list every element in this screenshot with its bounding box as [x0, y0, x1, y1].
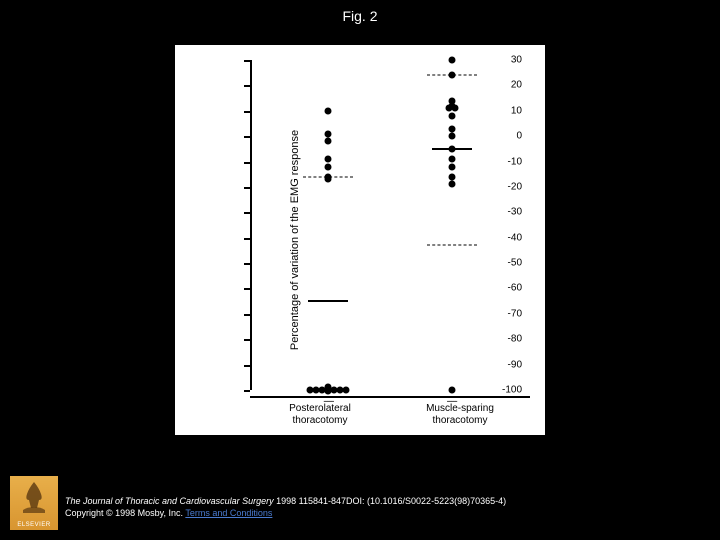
solid-marker — [432, 148, 472, 150]
solid-marker — [308, 300, 348, 302]
y-tick-label: -30 — [492, 207, 522, 218]
logo-text: ELSEVIER — [17, 522, 50, 528]
y-tick — [244, 288, 250, 290]
dashed-marker — [303, 176, 353, 177]
data-point — [448, 173, 455, 180]
chart: Percentage of variation of the EMG respo… — [175, 45, 545, 435]
data-point — [325, 130, 332, 137]
y-tick — [244, 390, 250, 392]
tree-icon — [19, 480, 49, 514]
figure-title: Fig. 2 — [0, 0, 720, 24]
data-point — [325, 388, 332, 395]
data-point — [325, 163, 332, 170]
y-tick-label: 10 — [492, 105, 522, 116]
y-tick-label: 30 — [492, 55, 522, 66]
data-point — [448, 181, 455, 188]
data-point — [448, 97, 455, 104]
dashed-marker — [427, 75, 477, 76]
plot-area: 3020100-10-20-30-40-50-60-70-80-90-100 -… — [250, 60, 530, 390]
y-tick-label: -50 — [492, 258, 522, 269]
category-label-2: Muscle-sparing thoracotomy — [400, 403, 520, 427]
y-tick — [244, 187, 250, 189]
data-point — [448, 387, 455, 394]
y-tick — [244, 263, 250, 265]
y-tick-label: -40 — [492, 232, 522, 243]
terms-link[interactable]: Terms and Conditions — [185, 508, 272, 518]
data-point — [448, 156, 455, 163]
data-point — [343, 387, 350, 394]
y-tick-label: -60 — [492, 283, 522, 294]
y-tick — [244, 162, 250, 164]
y-tick — [244, 60, 250, 62]
data-point — [325, 138, 332, 145]
y-tick — [244, 339, 250, 341]
y-tick — [244, 238, 250, 240]
y-tick — [244, 111, 250, 113]
copyright: Copyright © 1998 Mosby, Inc. — [65, 508, 185, 518]
y-tick-label: -80 — [492, 334, 522, 345]
category-label-1: Posterolateral thoracotomy — [265, 403, 375, 427]
y-tick — [244, 365, 250, 367]
y-tick-label: -20 — [492, 181, 522, 192]
y-tick — [244, 314, 250, 316]
elsevier-logo: ELSEVIER — [10, 476, 58, 530]
footer: The Journal of Thoracic and Cardiovascul… — [65, 495, 655, 520]
y-tick-label: 0 — [492, 131, 522, 142]
dashed-marker — [427, 245, 477, 246]
y-tick-label: -10 — [492, 156, 522, 167]
y-tick — [244, 136, 250, 138]
data-point — [448, 57, 455, 64]
y-tick — [244, 212, 250, 214]
data-point — [448, 163, 455, 170]
data-point — [325, 107, 332, 114]
y-tick-label: -70 — [492, 308, 522, 319]
data-point — [448, 112, 455, 119]
y-tick-label: 20 — [492, 80, 522, 91]
journal-name: The Journal of Thoracic and Cardiovascul… — [65, 496, 274, 506]
citation: 1998 115841-847DOI: (10.1016/S0022-5223(… — [274, 496, 507, 506]
data-point — [325, 156, 332, 163]
data-point — [448, 133, 455, 140]
data-point — [448, 125, 455, 132]
x-axis — [250, 396, 530, 398]
y-tick-label: -90 — [492, 359, 522, 370]
y-tick — [244, 85, 250, 87]
y-tick-label: -100 — [492, 385, 522, 396]
y-axis — [250, 60, 252, 390]
